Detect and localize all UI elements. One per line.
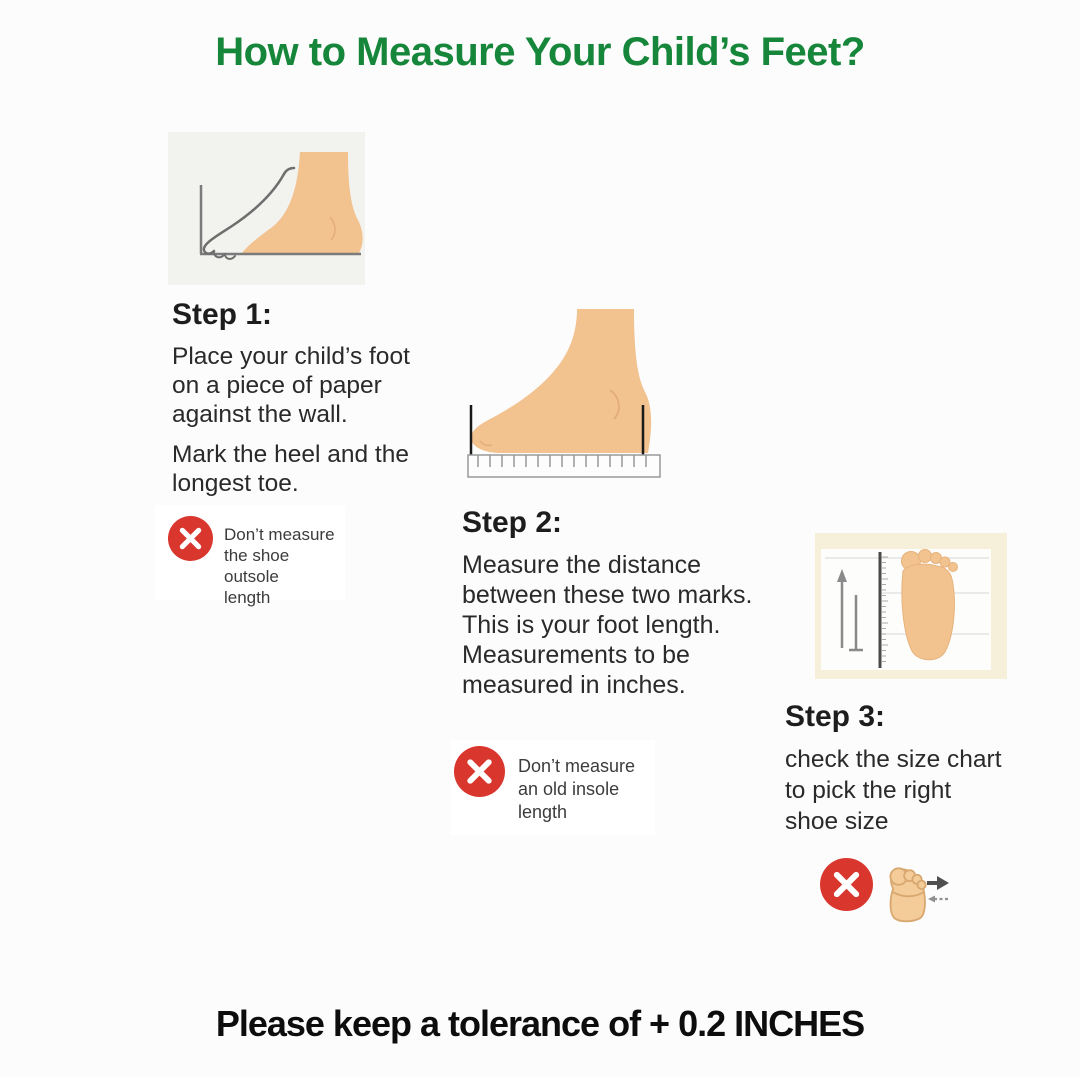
warning-old-insole-text: Don’t measure an old insole length: [518, 756, 636, 822]
step1-paragraph-2: Mark the heel and the longest toe.: [172, 441, 409, 497]
x-circle-icon: [168, 516, 213, 561]
step3-illustration: [815, 533, 1007, 679]
warning-shoe-outsole-text: Don’t measure the shoe outsole length: [224, 525, 335, 607]
warning-shoe-outsole: Don’t measure the shoe outsole length: [155, 505, 345, 607]
foot-on-ruler-illustration: [467, 309, 661, 478]
step1-label: Step 1:: [172, 298, 273, 331]
tolerance-note: Please keep a tolerance of + 0.2 INCHES: [215, 1003, 865, 1044]
arrow-right-and-dashed-arrow-left-icon: [927, 876, 950, 903]
step1-text-block: Step 1: Place your child’s foot on a pie…: [172, 298, 472, 498]
step3-label: Step 3:: [785, 700, 886, 733]
x-circle-icon: [820, 858, 873, 911]
step2-illustration: [450, 295, 708, 482]
x-circle-icon: [454, 746, 505, 797]
step2-text-block: Step 2: Measure the distance between the…: [462, 506, 782, 700]
page-title: How to Measure Your Child’s Feet?: [215, 30, 865, 74]
warning-old-insole: Don’t measure an old insole length: [450, 740, 655, 835]
step3-text-block: Step 3: check the size chart to pick the…: [785, 700, 1045, 837]
step2-label: Step 2:: [462, 506, 563, 539]
step1-paragraph-1: Place your child’s foot on a piece of pa…: [172, 343, 410, 428]
step3-paragraph-1: check the size chart to pick the right s…: [785, 746, 1002, 835]
step1-illustration: [168, 132, 365, 285]
step2-paragraph-1: Measure the distance between these two m…: [462, 551, 753, 699]
curled-toes-foot-icon: [889, 867, 927, 923]
foot-traced-against-wall-illustration: [199, 152, 363, 260]
footprint-ruler-illustration: [815, 533, 1007, 679]
